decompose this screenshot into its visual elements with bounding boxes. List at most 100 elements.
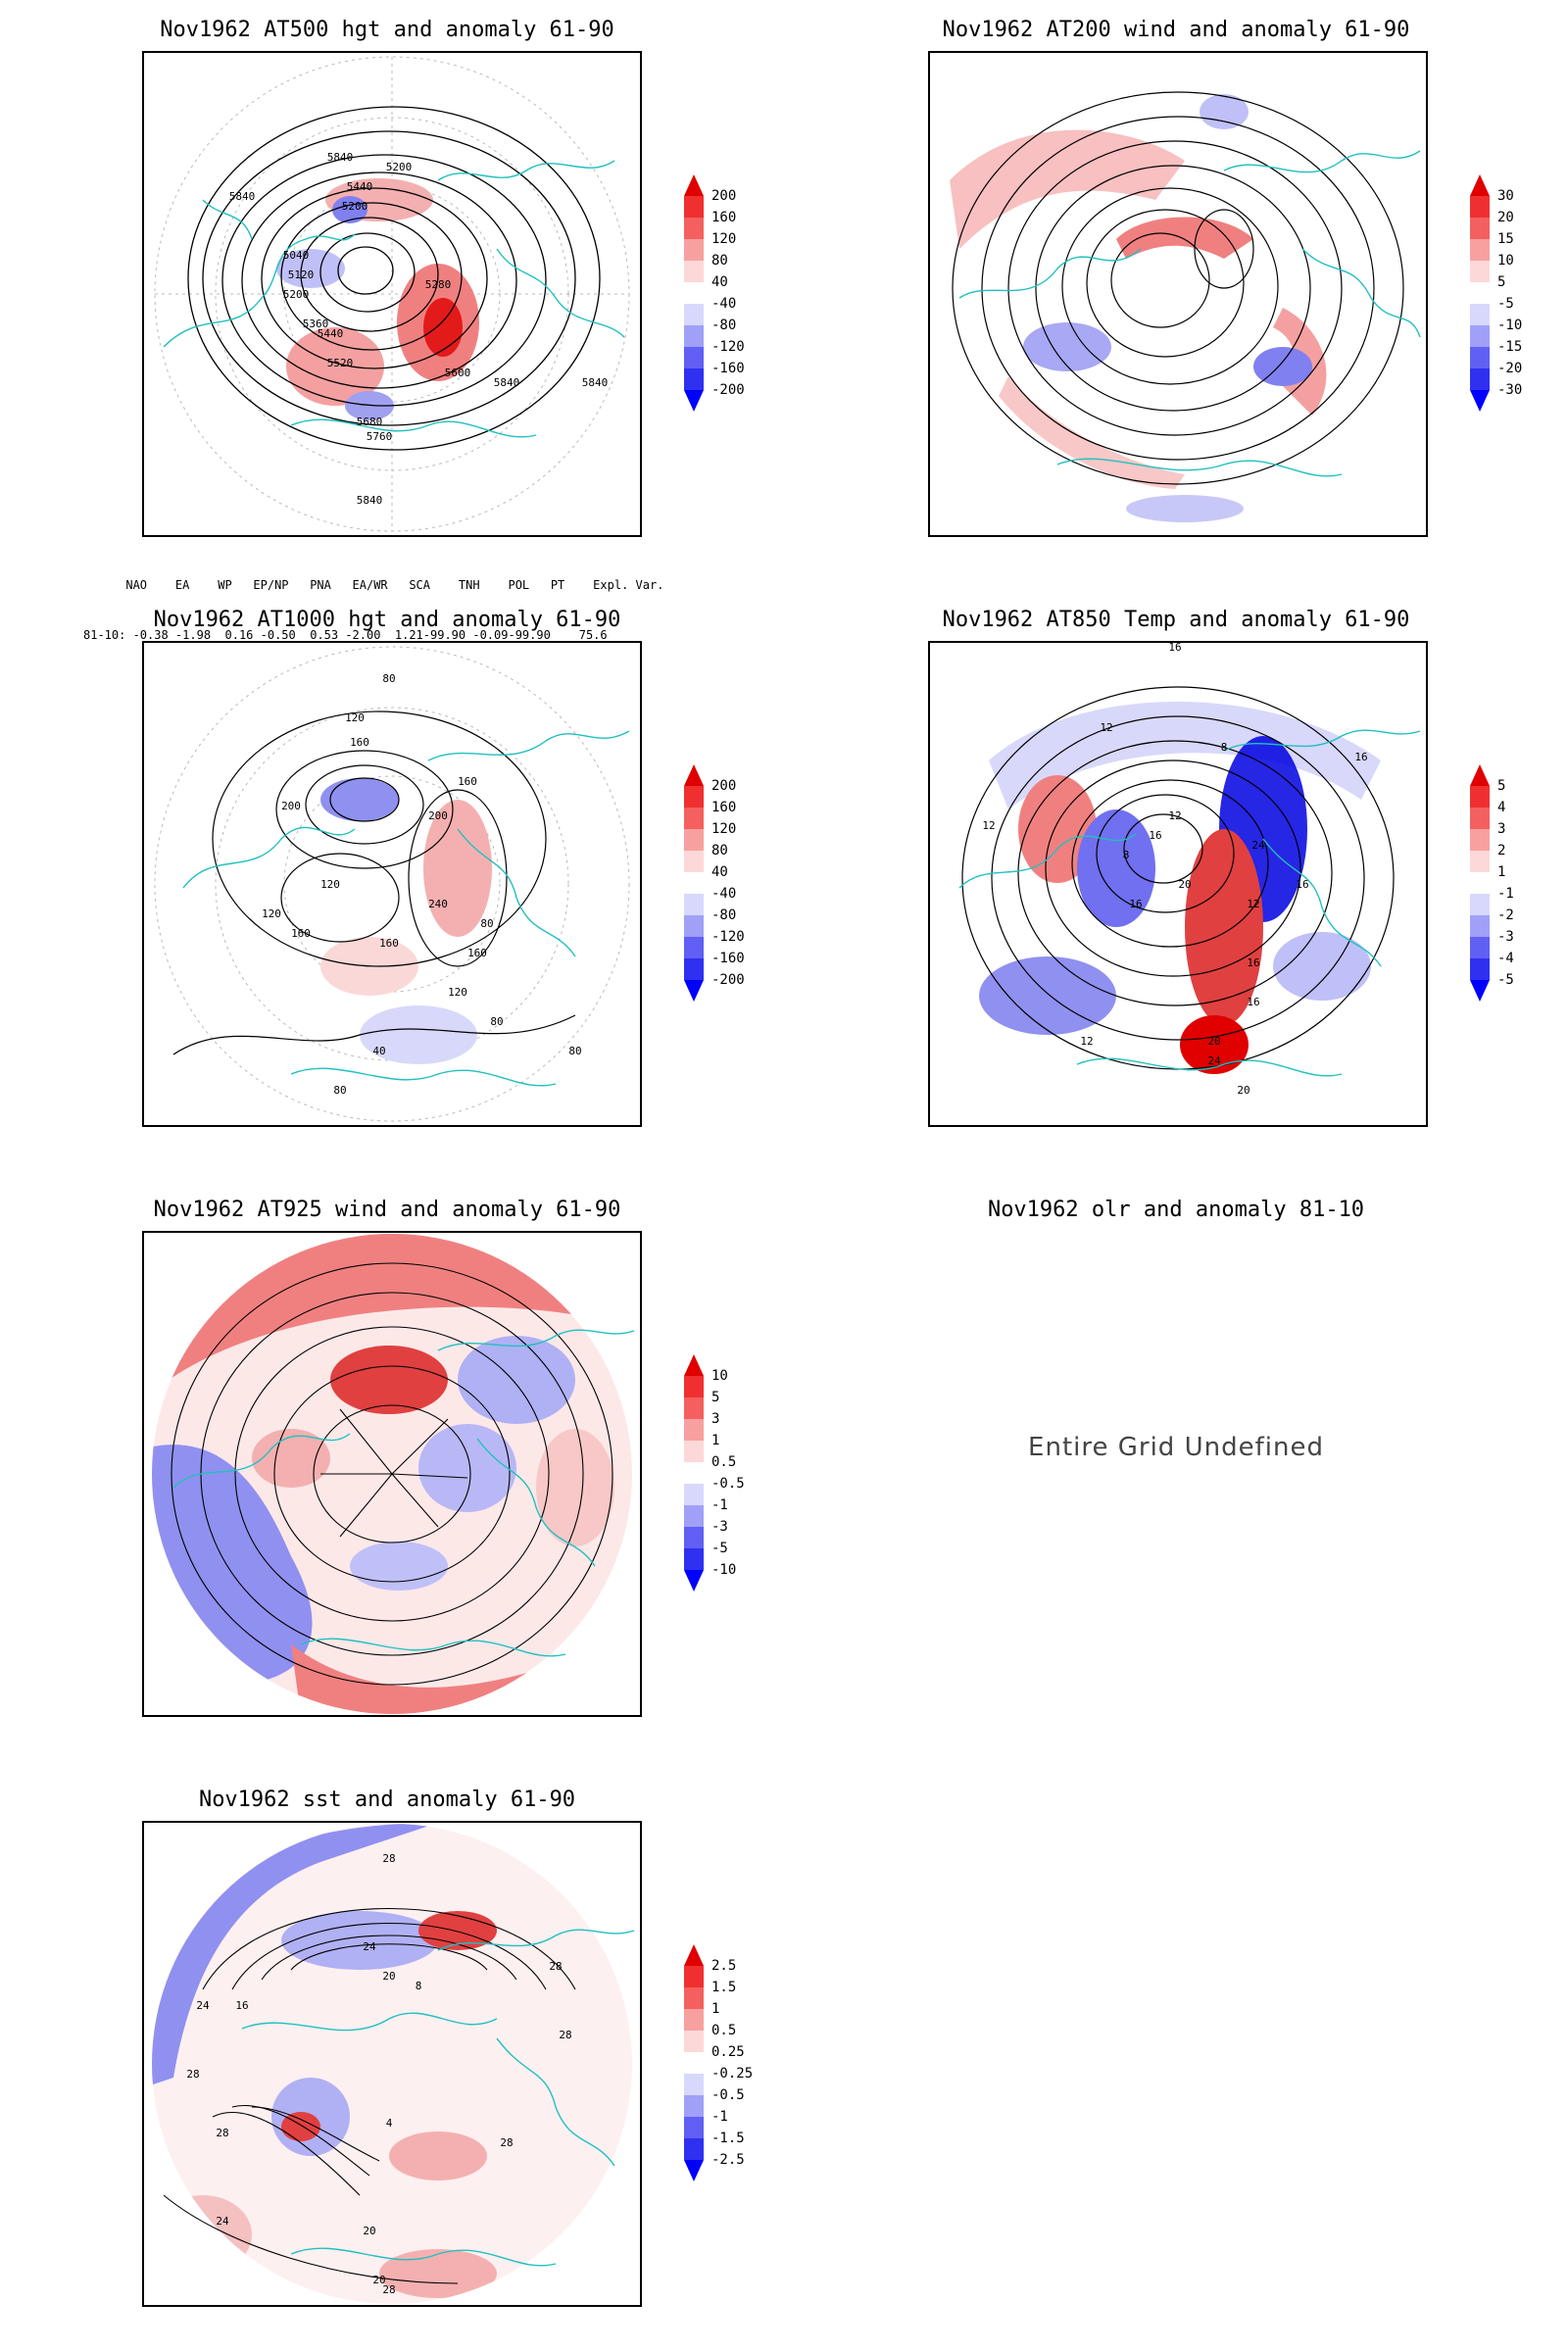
colorbar-label: -1: [711, 2109, 728, 2125]
contour-label: 120: [262, 907, 281, 920]
colorbar-segment: [684, 1397, 704, 1419]
colorbar-label: -160: [711, 361, 745, 376]
colorbar-label: -120: [711, 929, 745, 945]
colorbar-segment: [684, 261, 704, 282]
contour-label: 160: [458, 775, 477, 788]
colorbar-label: -80: [711, 318, 737, 333]
contour-label: 5520: [327, 357, 354, 369]
contour-label: 5760: [367, 430, 393, 443]
colorbar-label: -3: [1497, 929, 1514, 945]
colorbar-label: -1: [1497, 886, 1514, 902]
contour-label: 5360: [303, 318, 329, 330]
colorbar-segment: [1470, 239, 1490, 261]
contour-label: 40: [372, 1045, 385, 1057]
colorbar-label: -3: [711, 1519, 728, 1535]
colorbar-label: -40: [711, 886, 737, 902]
colorbar-label: 4: [1497, 800, 1506, 815]
panel-title-at850: Nov1962 AT850 Temp and anomaly 61-90: [942, 608, 1410, 632]
colorbar-at500: 200 160 120 80 40 -40 -80 -120 -160 -200: [684, 174, 772, 449]
contour-label: 160: [350, 736, 369, 749]
colorbar-top-arrow: [684, 764, 704, 786]
colorbar-label: 0.5: [711, 2023, 737, 2038]
colorbar-label: -0.5: [711, 2087, 745, 2103]
contour-label: 200: [428, 809, 448, 822]
contour-label: 20: [1237, 1084, 1250, 1097]
colorbar-label: -200: [711, 382, 745, 398]
colorbar-label: 200: [711, 188, 737, 204]
contour-label: 20: [1178, 878, 1191, 891]
contour-label: 20: [363, 2225, 375, 2237]
contour-label: 28: [549, 1960, 562, 1973]
contour-label: 80: [382, 672, 395, 685]
colorbar-label: -120: [711, 339, 745, 355]
colorbar-bottom-arrow: [1470, 980, 1490, 1002]
polar-map-at200: [950, 91, 1421, 522]
colorbar-segment: [1470, 282, 1490, 304]
colorbar-label: 5: [1497, 778, 1506, 794]
colorbar-label: 80: [711, 843, 728, 858]
colorbar-label: 10: [1497, 253, 1514, 269]
contour-label: 80: [490, 1015, 503, 1028]
contour-label: 20: [1207, 1035, 1220, 1048]
colorbar-segment: [684, 1419, 704, 1441]
colorbar-bottom-arrow: [684, 2160, 704, 2181]
colorbar-segment: [1470, 304, 1490, 325]
contour-label: 8: [1123, 849, 1130, 861]
panel-title-at1000: Nov1962 AT1000 hgt and anomaly 61-90: [153, 608, 621, 632]
colorbar-label: 120: [711, 231, 737, 247]
colorbar-label: -15: [1497, 339, 1523, 355]
colorbar-label: 1.5: [711, 1980, 737, 1995]
colorbar-label: 20: [1497, 210, 1514, 225]
contour-label: 12: [1080, 1035, 1093, 1048]
map-at200: [928, 51, 1428, 537]
colorbar-top-arrow: [1470, 174, 1490, 196]
map-at850: 16 12 8 12 16 24 20 16 12 20 24 16 16 12 8 12 16 16 20: [928, 641, 1428, 1127]
contour-label: 5840: [582, 376, 609, 389]
contour-label: 28: [216, 2127, 228, 2139]
contour-label: 80: [480, 917, 493, 930]
colorbar-label: -1.5: [711, 2131, 745, 2146]
contour-label: 5440: [318, 327, 344, 340]
colorbar-top-arrow: [684, 1944, 704, 1966]
colorbar-bottom-arrow: [684, 1570, 704, 1592]
colorbar-label: 2: [1497, 843, 1506, 858]
colorbar-label: -2.5: [711, 2152, 745, 2168]
colorbar-segment: [1470, 915, 1490, 937]
colorbar-top-arrow: [684, 174, 704, 196]
contour-label: 120: [320, 878, 340, 891]
colorbar-segment: [684, 218, 704, 239]
colorbar-label: -0.5: [711, 1476, 745, 1492]
colorbar-label: 80: [711, 253, 728, 269]
colorbar-label: -10: [711, 1562, 737, 1578]
colorbar-top-arrow: [1470, 764, 1490, 786]
colorbar-label: 160: [711, 210, 737, 225]
contour-label: 24: [216, 2215, 229, 2228]
map-at925: [142, 1231, 642, 1717]
colorbar-label: 40: [711, 864, 728, 880]
colorbar-segment: [684, 2095, 704, 2117]
colorbar-segment: [684, 347, 704, 368]
teleconnection-table: NAO EA WP EP/NP PNA EA/WR SCA TNH POL PT…: [83, 544, 663, 661]
contour-label: 120: [448, 986, 467, 999]
colorbar-top-arrow: [684, 1354, 704, 1376]
contour-label: 5600: [445, 367, 471, 379]
contour-label: 20: [372, 2274, 385, 2286]
colorbar-segment: [684, 2009, 704, 2031]
contour-label: 16: [1149, 829, 1161, 842]
contour-label: 200: [281, 800, 301, 812]
contour-label: 8: [416, 1980, 422, 1992]
contour-label: 80: [568, 1045, 581, 1057]
contour-label: 24: [1207, 1054, 1221, 1067]
contour-label: 5840: [229, 190, 256, 203]
colorbar-label: 120: [711, 821, 737, 837]
colorbar-segment: [684, 2052, 704, 2074]
colorbar-label: -2: [1497, 907, 1514, 923]
colorbar-segment: [1470, 347, 1490, 368]
contour-label: 28: [186, 2068, 199, 2081]
colorbar-segment: [684, 1462, 704, 1484]
colorbar-segment: [684, 304, 704, 325]
contour-label: 28: [500, 2136, 513, 2149]
panel-title-olr: Nov1962 olr and anomaly 81-10: [987, 1198, 1365, 1222]
colorbar-label: 2.5: [711, 1958, 737, 1974]
undefined-grid-message: Entire Grid Undefined: [1028, 1433, 1324, 1462]
